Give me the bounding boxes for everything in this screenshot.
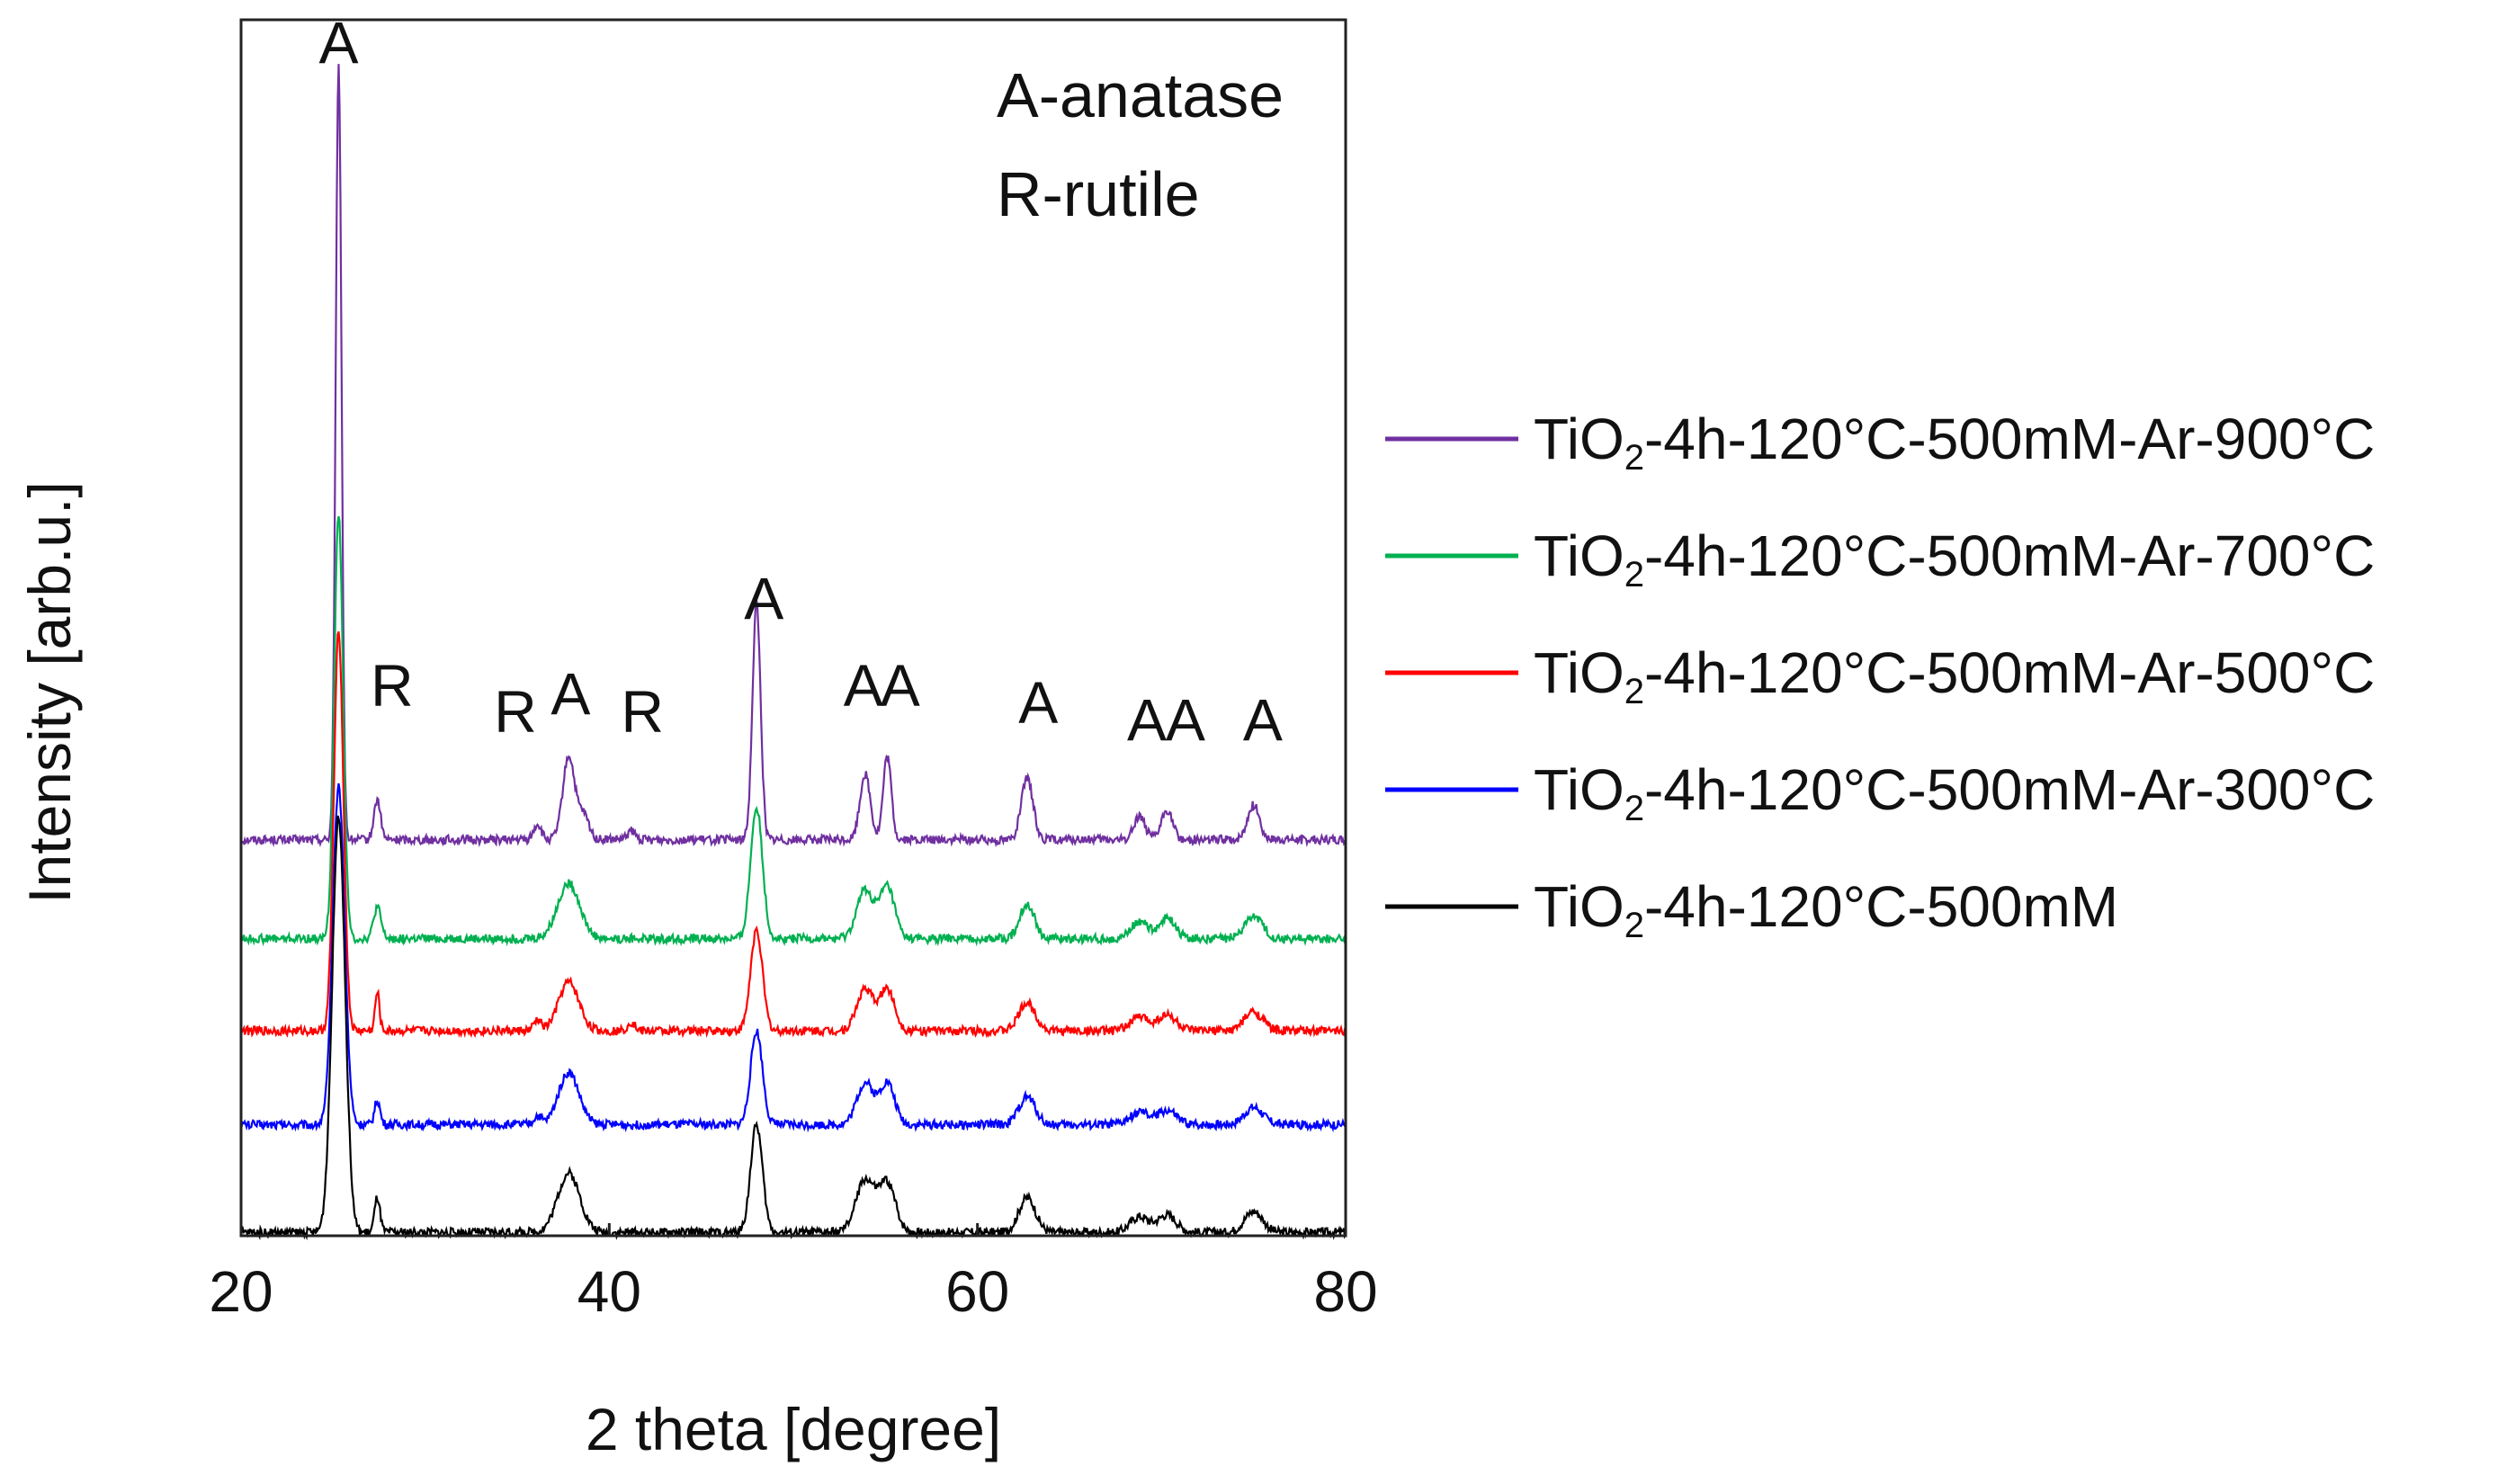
legend-label: TiO2-4h-120°C-500mM-Ar-300°C <box>1534 757 2375 828</box>
series-line-1 <box>240 64 1347 848</box>
legend-label: TiO2-4h-120°C-500mM-Ar-900°C <box>1534 407 2375 478</box>
peak-label: A <box>744 565 783 631</box>
peak-label: A <box>550 661 590 728</box>
x-tick-label: 20 <box>209 1259 273 1324</box>
x-axis-title: 2 theta [degree] <box>586 1396 1001 1462</box>
peak-label: R <box>371 652 414 719</box>
key-anatase: A-anatase <box>997 60 1284 130</box>
x-tick-label: 40 <box>577 1259 641 1324</box>
x-axis-ticks: 20 40 60 80 <box>209 1223 1378 1324</box>
peak-label: A <box>318 9 358 76</box>
legend-label: TiO2-4h-120°C-500mM-Ar-700°C <box>1534 523 2375 594</box>
peak-label: A <box>881 652 920 719</box>
peak-label: A <box>844 652 883 719</box>
peak-label: R <box>494 678 537 745</box>
key-rutile: R-rutile <box>997 159 1200 229</box>
legend: TiO2-4h-120°C-500mM-Ar-900°C TiO2-4h-120°… <box>1385 407 2375 945</box>
peak-label: A <box>1018 669 1058 736</box>
peak-label: A <box>1166 687 1205 754</box>
x-tick-label: 80 <box>1313 1259 1377 1324</box>
peak-label: R <box>621 678 664 745</box>
series-line-2 <box>240 515 1347 947</box>
x-tick-label: 60 <box>945 1259 1009 1324</box>
peak-label: A <box>1127 687 1167 754</box>
legend-label: TiO2-4h-120°C-500mM-Ar-500°C <box>1534 640 2375 711</box>
y-axis-title: Intensity [arb.u.] <box>16 481 83 904</box>
series-line-3 <box>239 630 1347 1039</box>
plot-frame <box>239 18 1347 1238</box>
series-layer <box>239 64 1347 1241</box>
series-line-4 <box>239 782 1347 1133</box>
peak-label: A <box>1243 687 1283 754</box>
series-line-5 <box>239 815 1347 1241</box>
legend-label: TiO2-4h-120°C-500mM <box>1534 874 2118 945</box>
